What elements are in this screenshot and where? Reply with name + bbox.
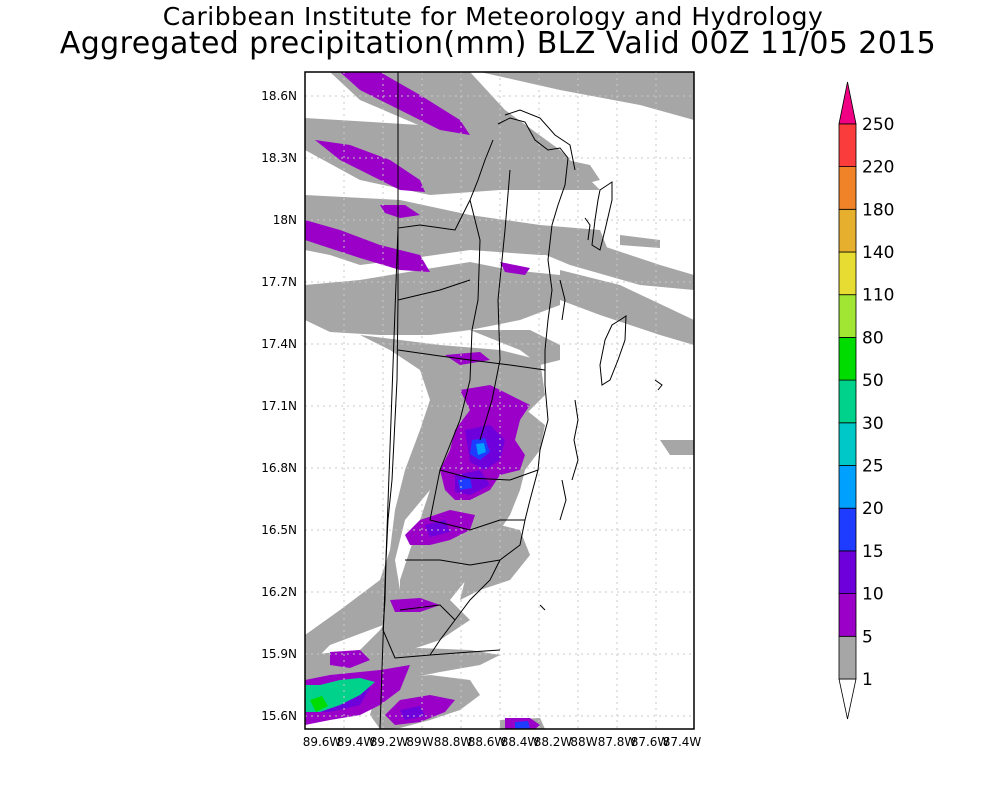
rain-band <box>590 72 694 95</box>
colorbar-segment <box>838 81 857 125</box>
rain-band <box>510 240 694 290</box>
map-frame <box>304 71 695 730</box>
rain-core <box>390 598 440 612</box>
colorbar-label: 250 <box>862 115 894 135</box>
colorbar-segment <box>838 336 857 381</box>
colorbar-label: 1 <box>862 670 873 690</box>
lat-label: 17.4N <box>261 337 297 351</box>
lon-label: 88.6W <box>468 735 507 749</box>
rain-core <box>380 205 420 218</box>
rain-band <box>610 305 694 345</box>
colorbar-segment <box>838 593 857 637</box>
lat-label: 17.7N <box>261 275 297 289</box>
lon-label: 88.8W <box>434 735 473 749</box>
colorbar-segment <box>838 465 857 509</box>
colorbar-label: 80 <box>862 328 884 348</box>
colorbar-segment <box>838 123 857 168</box>
rain-band <box>470 330 560 365</box>
rain-core <box>340 72 470 135</box>
colorbar-segment <box>838 678 857 720</box>
colorbar-label: 50 <box>862 371 884 391</box>
rain-band <box>460 520 530 600</box>
lon-label: 87.4W <box>663 735 702 749</box>
lon-label: 88.2W <box>534 735 573 749</box>
rain-core <box>310 696 328 712</box>
rain-core <box>400 706 425 720</box>
lon-label: 89.6W <box>303 735 342 749</box>
colorbar-label: 5 <box>862 627 873 647</box>
rain-band <box>305 262 560 335</box>
lat-label: 18.3N <box>261 151 297 165</box>
colorbar-label: 10 <box>862 585 884 605</box>
colorbar-segment <box>838 166 857 210</box>
rain-core <box>445 352 490 365</box>
lat-label: 16.2N <box>261 585 297 599</box>
lat-label: 16.8N <box>261 461 297 475</box>
rain-core <box>515 721 530 729</box>
colorbar-segment <box>838 550 857 595</box>
lon-label: 87.8W <box>598 735 637 749</box>
colorbar-segment <box>838 635 857 680</box>
colorbar-label: 180 <box>862 200 894 220</box>
colorbar-label: 20 <box>862 499 884 519</box>
colorbar-label: 220 <box>862 158 894 178</box>
rain-core <box>500 262 530 275</box>
grid-lines <box>305 72 694 729</box>
longitude-labels: 89.6W 89.4W 89.2W 89W 88.8W 88.6W 88.4W … <box>303 735 702 749</box>
colorbar-segment <box>838 208 857 253</box>
rain-core <box>425 520 450 537</box>
product-title: Aggregated precipitation(mm) BLZ Valid 0… <box>59 26 937 61</box>
rain-core <box>305 220 430 272</box>
lat-label: 15.6N <box>261 709 297 723</box>
latitude-labels: 18.6N 18.3N 18N 17.7N 17.4N 17.1N 16.8N … <box>261 89 297 723</box>
rain-band <box>620 235 660 248</box>
coastline-borders <box>379 72 663 729</box>
colorbar-label: 25 <box>862 457 884 477</box>
colorbar-segment <box>838 379 857 424</box>
institute-title: Caribbean Institute for Meteorology and … <box>162 2 824 31</box>
rain-core <box>476 443 486 455</box>
colorbar-segment <box>838 294 857 338</box>
lon-label: 88W <box>570 735 597 749</box>
lon-label: 89.4W <box>337 735 376 749</box>
lon-label: 87.6W <box>631 735 670 749</box>
colorbar-label: 110 <box>862 286 894 306</box>
lat-label: 18N <box>273 213 297 227</box>
lon-label: 89W <box>406 735 433 749</box>
colorbar-segment <box>838 422 857 466</box>
lat-label: 17.1N <box>261 399 297 413</box>
lat-label: 16.5N <box>261 523 297 537</box>
rain-core <box>458 478 472 490</box>
rain-band <box>660 440 694 455</box>
lat-label: 18.6N <box>261 89 297 103</box>
lon-label: 89.2W <box>370 735 409 749</box>
lat-label: 15.9N <box>261 647 297 661</box>
colorbar-label: 15 <box>862 542 884 562</box>
colorbar-label: 30 <box>862 414 884 434</box>
colorbar-label: 140 <box>862 243 894 263</box>
colorbar-segment <box>838 251 857 296</box>
colorbar-segment <box>838 507 857 552</box>
precipitation-field <box>305 72 694 729</box>
lon-label: 88.4W <box>501 735 540 749</box>
